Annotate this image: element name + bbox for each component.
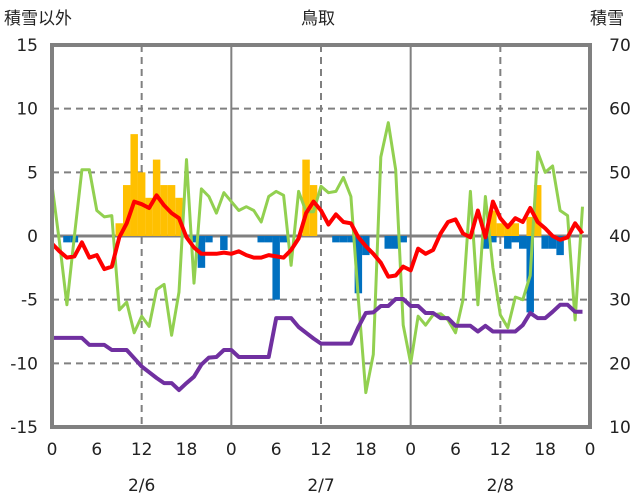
bar-decrease <box>541 236 549 249</box>
bar-decrease <box>190 236 198 243</box>
bar-decrease <box>220 236 228 251</box>
left-tick-label: -5 <box>21 291 38 311</box>
right-axis-title: 積雪 <box>590 9 624 29</box>
chart-title: 鳥取 <box>301 9 335 29</box>
right-tick-label: 30 <box>609 291 631 311</box>
left-tick-label: -15 <box>10 418 38 438</box>
bar-decrease <box>556 236 564 256</box>
left-tick-label: 15 <box>16 36 38 56</box>
line-red <box>50 193 585 279</box>
lines <box>50 121 585 395</box>
right-tick-label: 60 <box>609 100 631 120</box>
bar-increase <box>511 223 520 236</box>
bar-decrease <box>264 236 273 243</box>
bar-decrease <box>519 236 527 249</box>
x-tick-label: 6 <box>271 440 282 460</box>
date-label: 2/8 <box>487 476 514 496</box>
right-tick-label: 20 <box>609 354 631 374</box>
left-tick-label: 5 <box>27 163 38 183</box>
left-tick-label: 0 <box>27 227 38 247</box>
bar-decrease <box>339 236 348 243</box>
bar-increase <box>526 216 534 236</box>
bar-decrease <box>272 236 280 300</box>
x-tick-label: 6 <box>91 440 102 460</box>
bar-increase <box>145 197 153 236</box>
right-tick-label: 70 <box>609 36 631 56</box>
right-tick-label: 10 <box>609 418 631 438</box>
x-tick-label: 0 <box>226 440 237 460</box>
line-green <box>50 121 584 395</box>
left-axis-title: 積雪以外 <box>4 9 72 29</box>
x-tick-label: 6 <box>450 440 461 460</box>
bar-increase <box>160 185 168 236</box>
x-tick-label: 18 <box>176 440 198 460</box>
bar-decrease <box>354 236 363 294</box>
bar-increase <box>496 223 505 236</box>
bar-increase <box>122 185 131 236</box>
x-tick-label: 12 <box>131 440 153 460</box>
bar-increase <box>130 134 138 236</box>
bar-decrease <box>63 236 71 243</box>
right-tick-label: 40 <box>609 227 631 247</box>
left-tick-label: 10 <box>16 100 38 120</box>
bar-increase <box>533 185 542 236</box>
x-tick-label: 18 <box>355 440 377 460</box>
plot-frame <box>50 43 592 429</box>
bar-decrease <box>504 236 512 249</box>
date-label: 2/7 <box>307 476 334 496</box>
x-tick-label: 12 <box>310 440 332 460</box>
right-tick-label: 50 <box>609 163 631 183</box>
bar-decrease <box>205 236 213 243</box>
bar-decrease <box>257 236 265 243</box>
plot-border <box>50 43 592 429</box>
bar-decrease <box>391 236 400 249</box>
bar-increase <box>504 223 512 236</box>
x-tick-label: 0 <box>585 440 596 460</box>
x-tick-label: 0 <box>405 440 416 460</box>
bar-increase <box>115 223 123 236</box>
bar-decrease <box>511 236 520 243</box>
bar-decrease <box>489 236 497 243</box>
bar-decrease <box>548 236 557 249</box>
line-purple <box>52 297 583 393</box>
x-tick-label: 12 <box>490 440 512 460</box>
bar-increase <box>489 210 497 236</box>
bar-decrease <box>384 236 392 249</box>
bar-decrease <box>481 236 490 249</box>
left-tick-label: -10 <box>10 354 38 374</box>
x-tick-label: 18 <box>534 440 556 460</box>
x-tick-label: 0 <box>47 440 58 460</box>
bar-increase <box>302 159 310 236</box>
date-label: 2/6 <box>128 476 155 496</box>
bar-decrease <box>399 236 407 243</box>
bar-decrease <box>332 236 340 243</box>
bar-decrease <box>279 236 288 243</box>
bar-decrease <box>347 236 355 243</box>
